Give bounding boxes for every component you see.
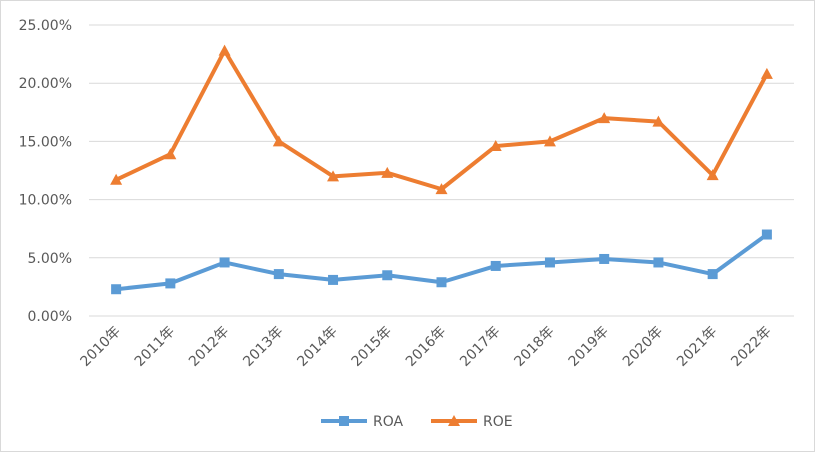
series-roe [110,44,773,195]
data-point [165,278,176,289]
data-point [490,260,501,271]
data-point [543,135,556,147]
data-point [760,67,773,79]
data-point [653,257,664,268]
x-tick-label: 2016年 [403,324,449,370]
data-point [598,112,611,124]
x-tick-label: 2017年 [457,324,503,370]
data-point [544,257,555,268]
x-tick-label: 2010年 [78,324,124,370]
series-roa [111,229,772,295]
x-tick-label: 2020年 [620,324,666,370]
data-point [435,183,448,195]
data-point [218,44,231,56]
y-tick-label: 15.00% [19,134,72,150]
y-tick-label: 25.00% [19,18,72,34]
data-point [652,115,665,127]
x-tick-label: 2011年 [132,324,178,370]
data-point [707,269,718,280]
data-point [164,148,177,160]
x-axis-tick-labels: 2010年 2011年 2012年 2013年 2014年 2015年 2016年 2017年… [78,324,775,370]
data-point [706,169,719,181]
series-layer [110,44,773,295]
data-point [381,166,394,178]
legend-swatch-marker [448,415,460,426]
y-axis-tick-labels: 0.00% 5.00% 10.00% 15.00% 20.00% 25.00% [19,18,72,325]
data-point [761,229,772,240]
data-point [272,135,285,147]
y-tick-label: 0.00% [28,309,72,325]
x-tick-label: 2015年 [349,324,395,370]
x-tick-label: 2013年 [240,324,286,370]
x-tick-label: 2014年 [294,324,340,370]
legend-item: ROA [321,414,404,430]
legend: ROA ROE [321,414,513,430]
data-point [599,253,610,264]
data-point [327,170,340,182]
x-tick-label: 2022年 [728,324,774,370]
data-point [489,140,502,152]
data-point [436,277,447,288]
data-point [219,257,230,268]
legend-label: ROE [483,414,513,430]
y-tick-label: 10.00% [19,193,72,209]
data-point [110,173,123,185]
series-line [114,48,769,192]
x-tick-label: 2021年 [674,324,720,370]
x-tick-label: 2019年 [566,324,612,370]
legend-item: ROE [431,414,513,430]
y-tick-label: 5.00% [28,251,72,267]
data-point [382,270,393,281]
x-tick-label: 2012年 [186,324,232,370]
data-point [273,269,284,280]
data-point [328,274,339,285]
x-tick-label: 2018年 [511,324,557,370]
y-tick-label: 20.00% [19,76,72,92]
data-point [111,284,122,295]
legend-label: ROA [373,414,404,430]
legend-swatch-marker [339,416,349,426]
